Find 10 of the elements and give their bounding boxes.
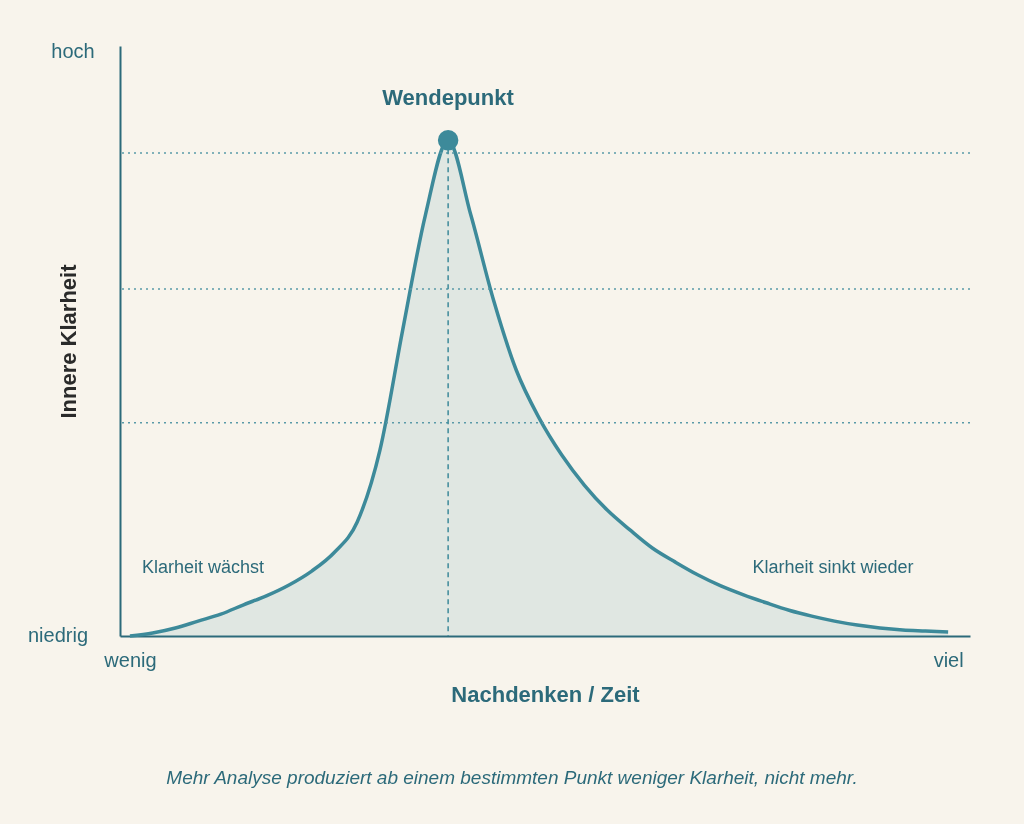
text: niedrig (27, 624, 89, 646)
text: Wendepunkt (382, 85, 515, 110)
y-axis-title: Innere Klarheit (55, 263, 81, 419)
annotation: Klarheit sinkt wieder (752, 557, 914, 577)
x-tick-label: wenig (103, 648, 157, 671)
text: hoch (51, 40, 95, 62)
x-tick-label: viel (933, 648, 964, 671)
annotation: Klarheit wächst (141, 557, 265, 577)
text: Mehr Analyse produziert ab einem bestimmten Punkt weniger Klarheit, nicht mehr. (166, 767, 858, 788)
x-axis-title: Nachdenken / Zeit (451, 681, 641, 707)
